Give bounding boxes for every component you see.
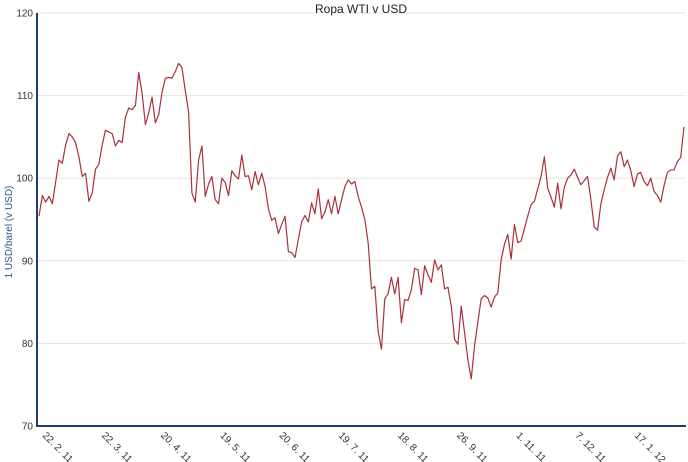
y-tick-label: 100: [16, 174, 33, 185]
x-tick-label: 26. 9. 11: [454, 430, 489, 462]
y-tick-label: 80: [22, 339, 34, 350]
x-tick-label: 1. 11. 11: [513, 430, 548, 462]
x-tick-label: 19. 7. 11: [336, 430, 371, 462]
x-tick-label: 17. 1. 12: [632, 430, 668, 462]
x-axis-ticks: 22. 2. 11 22. 3. 11 20. 4. 11 19. 5. 11 20. …: [40, 430, 668, 462]
x-tick-label: 22. 2. 11: [40, 430, 75, 462]
series-line: [38, 62, 685, 380]
y-tick-label: 110: [17, 91, 33, 102]
y-axis-label: 1 USD/barel (v USD): [4, 186, 15, 279]
y-tick-label: 70: [22, 422, 34, 433]
y-tick-label: 90: [22, 256, 34, 267]
grid-lines: [37, 12, 686, 344]
chart-title: Ropa WTI v USD: [315, 2, 407, 16]
axis-lines: [36, 13, 686, 427]
x-tick-label: 18. 8. 11: [395, 430, 430, 462]
y-axis-ticks: 70 80 90 100 110 120: [16, 9, 33, 433]
x-tick-label: 22. 3. 11: [99, 430, 134, 462]
x-tick-label: 20. 4. 11: [158, 430, 193, 462]
series-layer: [38, 62, 685, 380]
x-tick-label: 19. 5. 11: [217, 430, 252, 462]
y-tick-label: 120: [16, 9, 33, 20]
x-tick-label: 7. 12. 11: [573, 430, 608, 462]
x-tick-label: 20. 6. 11: [277, 430, 312, 462]
